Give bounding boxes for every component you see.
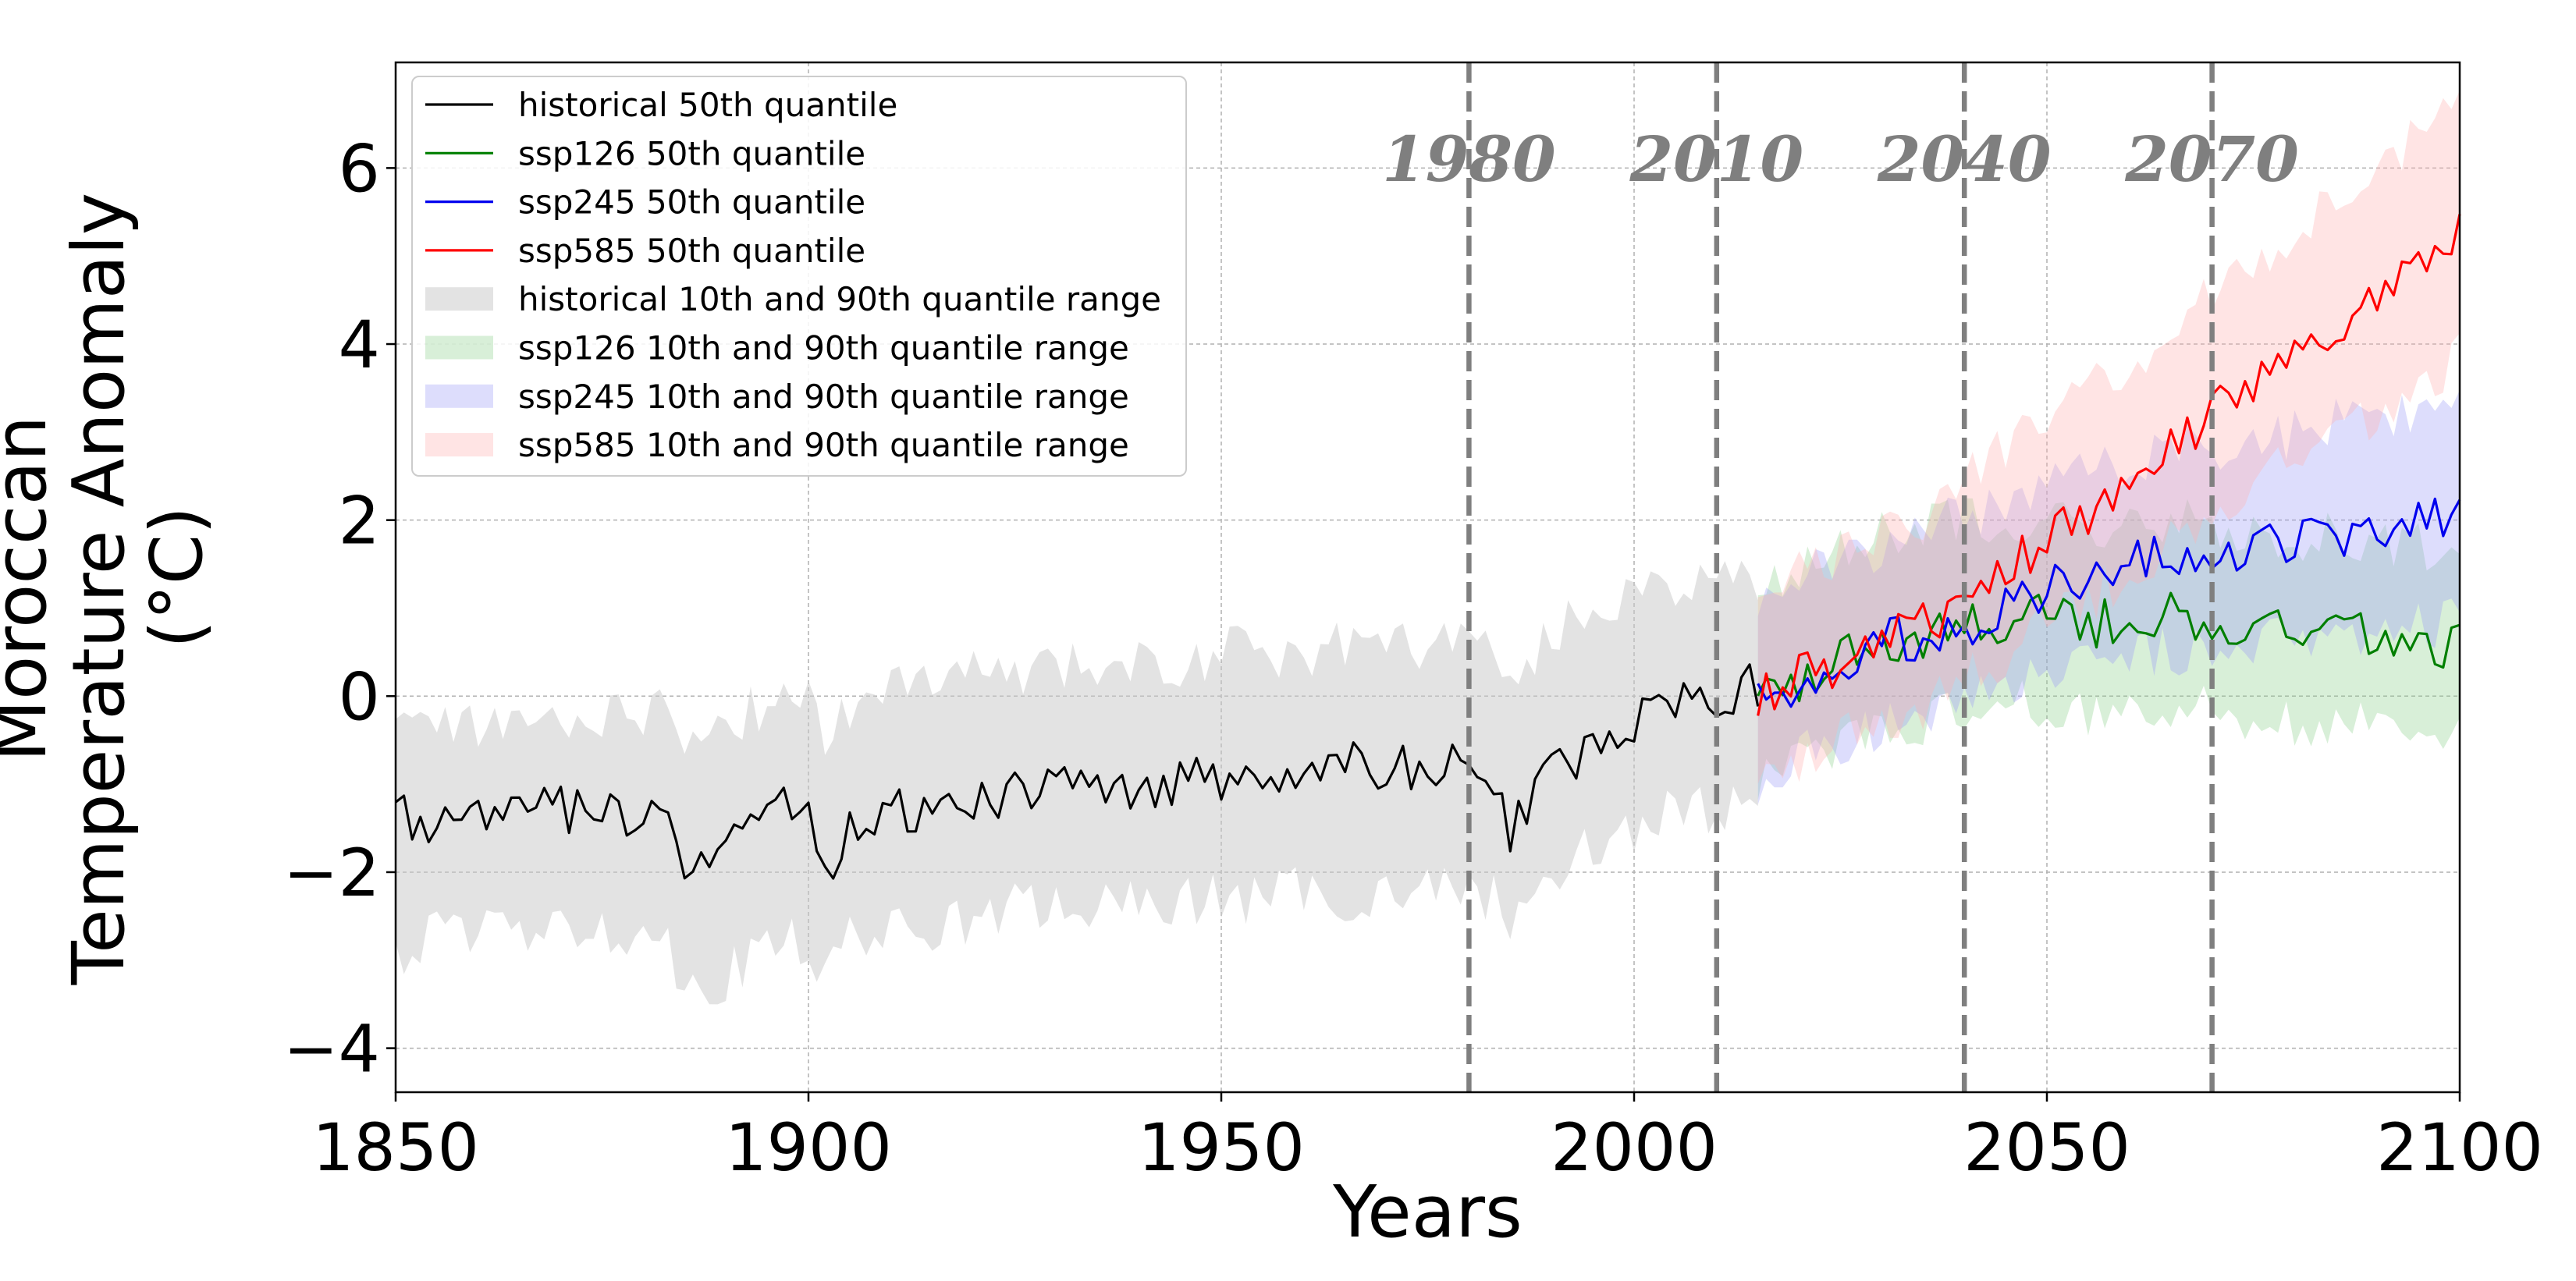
ssp126-legend-label: ssp126 50th quantile	[518, 134, 865, 172]
ssp585-legend-band-swatch	[425, 433, 493, 457]
ssp585-legend-label: ssp585 10th and 90th quantile range	[518, 426, 1129, 464]
y-tick-label: −4	[283, 1011, 380, 1088]
historical-legend-band-swatch	[425, 287, 493, 311]
x-axis-title: Years	[1332, 1170, 1523, 1254]
y-tick-label: 4	[339, 307, 380, 383]
historical-legend-label: historical 50th quantile	[518, 86, 897, 124]
reference-label-2010: 2010	[1629, 122, 1803, 196]
ssp245-quantile-band	[1757, 390, 2460, 805]
y-tick-label: −2	[283, 835, 380, 911]
ssp245-legend-label: ssp245 50th quantile	[518, 183, 865, 222]
ssp585-legend-label: ssp585 50th quantile	[518, 232, 865, 270]
y-axis-title-line-1: Moroccan	[0, 416, 62, 762]
x-tick-label: 1850	[312, 1109, 479, 1186]
x-tick-label: 1950	[1138, 1109, 1305, 1186]
y-axis-title: Moroccan Temperature Anomaly (°C)	[0, 170, 219, 986]
x-tick-label: 2100	[2376, 1109, 2543, 1186]
ssp585-quantile-band	[1757, 90, 2460, 784]
ssp126-quantile-band	[1757, 498, 2460, 800]
y-tick-label: 0	[339, 658, 380, 735]
median-lines	[395, 214, 2461, 880]
reference-label-2070: 2070	[2124, 122, 2299, 196]
ssp245-median-line	[1757, 497, 2461, 708]
historical-legend-label: historical 10th and 90th quantile range	[518, 280, 1161, 318]
y-axis-title-line-3: (°C)	[135, 506, 219, 648]
plot-frame	[394, 61, 2461, 1094]
ssp126-legend-label: ssp126 10th and 90th quantile range	[518, 329, 1129, 367]
ssp585-median-line	[1757, 214, 2461, 716]
historical-quantile-band	[396, 560, 1758, 1005]
legend: historical 50th quantile ssp126 50th quan…	[411, 76, 1187, 477]
reference-lines: 1980 2010 2040 2070	[1382, 62, 2299, 1092]
ssp245-legend-label: ssp245 10th and 90th quantile range	[518, 378, 1129, 416]
y-tick-label: 2	[339, 483, 380, 559]
y-axis-title-line-2: Temperature Anomaly	[57, 193, 140, 986]
reference-label-2040: 2040	[1877, 122, 2052, 196]
y-tick-label: 6	[339, 130, 380, 207]
ssp126-legend-band-swatch	[425, 335, 493, 360]
reference-label-1980: 1980	[1382, 122, 1556, 196]
axis-ticks: 1850 1900 1950 2000 2050 2100 −4 −2 0 2 4 6	[283, 130, 2543, 1186]
x-tick-label: 2000	[1551, 1109, 1718, 1186]
ssp245-legend-band-swatch	[425, 384, 493, 408]
x-tick-label: 1900	[725, 1109, 892, 1186]
legend-box	[411, 76, 1187, 477]
quantile-bands	[396, 90, 2460, 1005]
historical-median-line	[395, 663, 1760, 880]
x-tick-label: 2050	[1963, 1109, 2130, 1186]
